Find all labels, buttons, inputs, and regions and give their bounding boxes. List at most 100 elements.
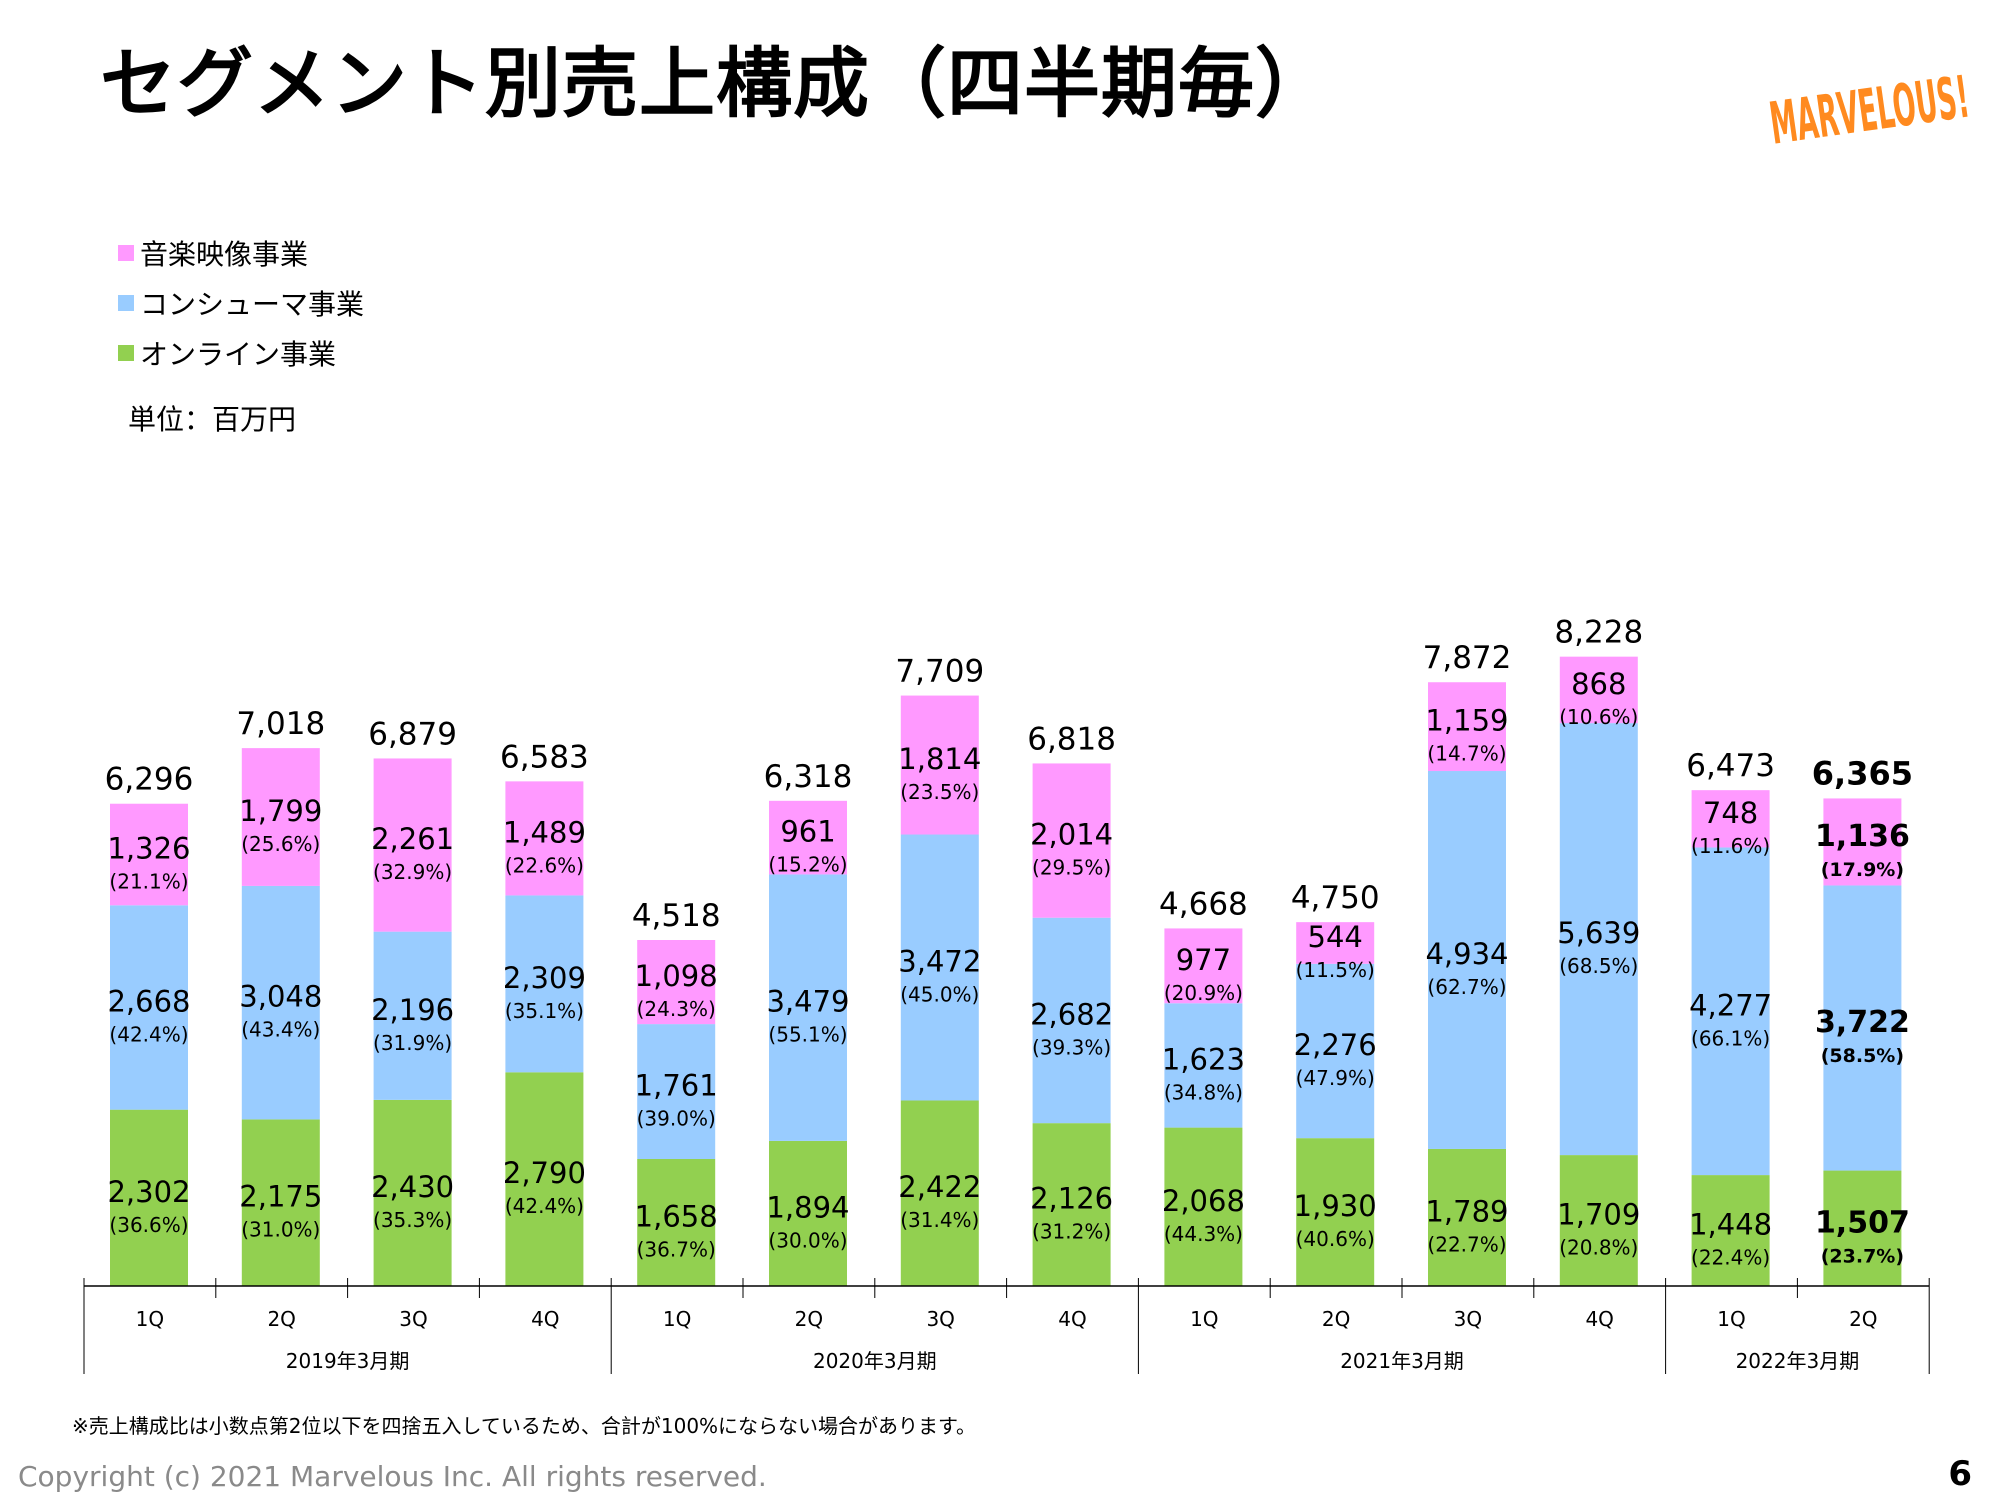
total-label: 4,750 — [1291, 880, 1380, 916]
share-label-music: (24.3%) — [637, 997, 716, 1021]
value-label-music: 961 — [780, 815, 835, 849]
share-label-consumer: (47.9%) — [1296, 1066, 1375, 1090]
share-label-online: (36.6%) — [109, 1213, 188, 1237]
share-label-music: (11.6%) — [1691, 834, 1770, 858]
x-tick-label: 2Q — [1849, 1307, 1877, 1331]
chart-legend: 音楽映像事業 コンシューマ事業 オンライン事業 — [118, 228, 364, 378]
value-label-music: 1,489 — [503, 815, 586, 849]
value-label-consumer: 2,196 — [371, 993, 454, 1027]
legend-item-consumer: コンシューマ事業 — [118, 278, 364, 328]
legend-item-music: 音楽映像事業 — [118, 228, 364, 278]
total-label: 4,518 — [632, 898, 721, 934]
value-label-online: 1,894 — [766, 1190, 849, 1224]
x-tick-label: 1Q — [1190, 1307, 1218, 1331]
legend-label-online: オンライン事業 — [140, 338, 337, 371]
share-label-music: (11.5%) — [1296, 958, 1375, 982]
bar-segment-music — [110, 803, 188, 906]
value-label-consumer: 4,277 — [1689, 988, 1772, 1022]
total-label: 6,583 — [500, 739, 589, 775]
value-label-online: 1,507 — [1815, 1205, 1910, 1240]
bar-segment-online — [1032, 1123, 1111, 1286]
value-label-consumer: 2,682 — [1030, 997, 1113, 1031]
share-label-online: (40.6%) — [1296, 1227, 1375, 1251]
share-label-music: (29.5%) — [1032, 856, 1111, 880]
share-label-consumer: (66.1%) — [1691, 1026, 1770, 1050]
bar-segment-consumer — [1164, 1003, 1243, 1128]
share-label-online: (44.3%) — [1164, 1222, 1243, 1246]
bar-segment-online — [637, 1158, 716, 1286]
value-label-music: 977 — [1176, 943, 1231, 977]
x-tick-label: 2Q — [1322, 1307, 1350, 1331]
x-tick-label: 4Q — [531, 1307, 559, 1331]
legend-item-online: オンライン事業 — [118, 328, 364, 378]
x-tick-label: 2Q — [795, 1307, 823, 1331]
bar-segment-consumer — [1032, 917, 1111, 1124]
legend-label-consumer: コンシューマ事業 — [140, 288, 365, 321]
value-label-online: 1,658 — [635, 1199, 718, 1233]
bar-segment-music — [1032, 763, 1111, 918]
x-tick-label: 3Q — [926, 1307, 954, 1331]
bar-segment-music — [637, 939, 716, 1025]
value-label-consumer: 1,623 — [1162, 1042, 1245, 1076]
value-label-online: 2,790 — [503, 1156, 586, 1190]
total-label: 6,296 — [105, 762, 194, 798]
value-label-music: 1,136 — [1815, 819, 1910, 854]
bar-segment-consumer — [1823, 885, 1902, 1171]
bar-segment-consumer — [1296, 963, 1375, 1139]
bar-segment-music — [505, 781, 584, 896]
share-label-music: (32.9%) — [373, 860, 452, 884]
bar-segment-consumer — [110, 905, 188, 1110]
value-label-music: 544 — [1308, 920, 1363, 954]
bar-segment-consumer — [373, 931, 452, 1100]
value-label-consumer: 1,761 — [635, 1069, 718, 1103]
value-label-consumer: 3,048 — [239, 980, 322, 1014]
group-label: 2019年3月期 — [286, 1349, 410, 1373]
bar-segment-music — [1428, 682, 1506, 772]
value-label-consumer: 2,309 — [503, 961, 586, 995]
unit-label: 単位：百万円 — [128, 403, 297, 436]
x-tick-label: 4Q — [1058, 1307, 1086, 1331]
legend-label-music: 音楽映像事業 — [140, 238, 309, 271]
share-label-consumer: (68.5%) — [1559, 954, 1638, 978]
value-label-online: 2,422 — [898, 1170, 981, 1204]
share-label-consumer: (45.0%) — [900, 982, 979, 1006]
bar-segment-online — [241, 1119, 320, 1286]
total-label: 6,318 — [764, 759, 853, 795]
value-label-consumer: 3,479 — [766, 985, 849, 1019]
value-label-online: 1,709 — [1557, 1198, 1640, 1232]
copyright: Copyright (c) 2021 Marvelous Inc. All ri… — [18, 1460, 767, 1493]
x-tick-label: 1Q — [663, 1307, 691, 1331]
share-label-online: (35.3%) — [373, 1208, 452, 1232]
x-tick-label: 1Q — [1717, 1307, 1745, 1331]
value-label-music: 1,814 — [898, 742, 981, 776]
share-label-consumer: (62.7%) — [1427, 975, 1506, 999]
share-label-consumer: (58.5%) — [1821, 1045, 1904, 1067]
group-label: 2022年3月期 — [1736, 1349, 1860, 1373]
page-title: セグメント別売上構成（四半期毎） — [100, 39, 1332, 128]
value-label-music: 1,799 — [239, 794, 322, 828]
bar-segment-music — [900, 695, 979, 835]
share-label-online: (30.0%) — [768, 1228, 847, 1252]
bar-segment-music — [241, 748, 320, 886]
footnote: ※売上構成比は小数点第2位以下を四捨五入しているため、合計が100%にならない場… — [72, 1414, 977, 1438]
value-label-online: 2,126 — [1030, 1182, 1113, 1216]
bar-segment-music — [373, 758, 452, 932]
bar-segment-music — [769, 800, 847, 875]
share-label-online: (31.2%) — [1032, 1220, 1111, 1244]
x-tick-label: 3Q — [1454, 1307, 1482, 1331]
bar-segment-music — [1823, 798, 1902, 886]
bar-segment-online — [373, 1099, 452, 1286]
bar-segment-consumer — [1691, 847, 1770, 1176]
value-label-consumer: 2,668 — [107, 984, 190, 1018]
x-tick-label: 4Q — [1585, 1307, 1613, 1331]
legend-swatch-music — [118, 245, 134, 261]
stacked-bar-chart: 2,302 (36.6%) 2,668 (42.4%) 1,326 (21.1%) 6,29… — [83, 615, 1930, 1374]
share-label-consumer: (42.4%) — [109, 1022, 188, 1046]
value-label-music: 1,098 — [635, 959, 718, 993]
share-label-consumer: (31.9%) — [373, 1031, 452, 1055]
share-label-online: (31.4%) — [900, 1208, 979, 1232]
bar-segment-consumer — [505, 895, 584, 1073]
value-label-consumer: 4,934 — [1425, 937, 1508, 971]
share-label-consumer: (35.1%) — [505, 999, 584, 1023]
total-label: 8,228 — [1554, 615, 1643, 651]
